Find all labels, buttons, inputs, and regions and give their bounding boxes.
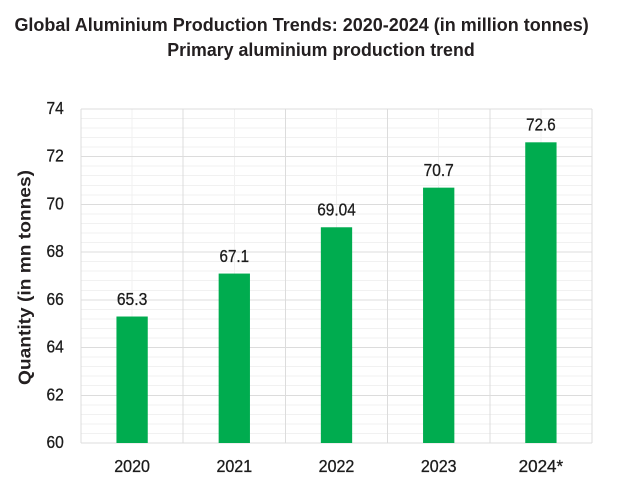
svg-text:68: 68 [47, 241, 64, 261]
svg-text:2020: 2020 [114, 456, 150, 476]
svg-text:2022: 2022 [319, 456, 355, 476]
svg-text:62: 62 [47, 384, 64, 404]
svg-text:69.04: 69.04 [317, 200, 356, 220]
svg-text:67.1: 67.1 [220, 246, 250, 266]
svg-text:60: 60 [47, 432, 65, 452]
svg-text:72.6: 72.6 [526, 115, 556, 135]
svg-text:2024*: 2024* [519, 456, 564, 476]
svg-text:64: 64 [47, 337, 65, 357]
svg-text:Primary aluminium production t: Primary aluminium production trend [167, 39, 474, 60]
svg-text:66: 66 [47, 289, 64, 309]
svg-text:Global Aluminium Production Tr: Global Aluminium Production Trends: 2020… [14, 14, 588, 35]
svg-text:2021: 2021 [216, 456, 252, 476]
svg-text:72: 72 [47, 146, 64, 166]
svg-text:74: 74 [47, 98, 65, 118]
svg-text:Quantity (in mn tonnes): Quantity (in mn tonnes) [15, 170, 35, 385]
svg-text:65.3: 65.3 [117, 289, 148, 309]
svg-text:70: 70 [47, 193, 65, 213]
svg-text:70.7: 70.7 [424, 160, 454, 180]
svg-text:2023: 2023 [421, 456, 457, 476]
